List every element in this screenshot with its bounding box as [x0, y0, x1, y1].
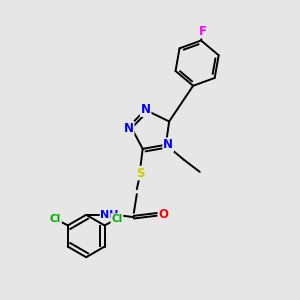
Text: Cl: Cl: [111, 214, 122, 224]
Text: N: N: [163, 138, 173, 151]
Text: O: O: [158, 208, 168, 221]
Text: NH: NH: [100, 210, 119, 220]
Text: F: F: [199, 25, 207, 38]
Text: S: S: [136, 167, 145, 179]
Text: Cl: Cl: [50, 214, 61, 224]
Text: N: N: [141, 103, 151, 116]
Text: N: N: [124, 122, 134, 135]
